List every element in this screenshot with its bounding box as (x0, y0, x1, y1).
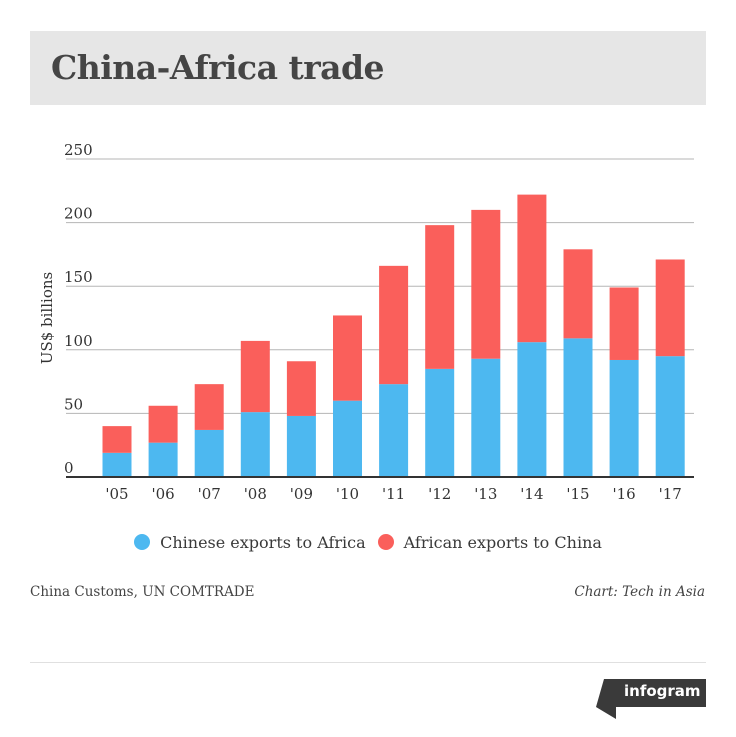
x-tick-label: '05 (105, 485, 128, 503)
legend-item-chinese-exports[interactable]: Chinese exports to Africa (134, 533, 366, 552)
x-tick-label: '17 (659, 485, 682, 503)
legend-dot-african-exports (377, 534, 394, 550)
bar-african-exports (655, 259, 685, 357)
legend-dot-chinese-exports (134, 534, 151, 550)
y-tick-label: 50 (64, 395, 83, 413)
bar-chinese-exports (609, 359, 639, 477)
y-tick-label: 100 (64, 332, 93, 350)
legend-item-african-exports[interactable]: African exports to China (377, 532, 602, 552)
bar-african-exports (286, 361, 316, 416)
bar-african-exports (333, 315, 362, 401)
bar-african-exports (240, 340, 270, 413)
bar-african-exports (471, 209, 501, 359)
infogram-logo[interactable]: infogram (594, 679, 706, 719)
bar-chinese-exports (194, 429, 224, 477)
x-tick-label: '09 (290, 485, 313, 503)
y-tick-label: 0 (64, 459, 74, 477)
bar-african-exports (102, 426, 132, 453)
x-tick-label: '16 (612, 485, 635, 503)
x-tick-label: '10 (336, 485, 359, 503)
x-tick-label: '14 (520, 485, 543, 503)
bar-african-exports (563, 249, 593, 339)
bar-african-exports (379, 265, 409, 385)
bar-chinese-exports (240, 412, 270, 477)
y-axis-label: US$ billions (38, 272, 56, 364)
title-bar: China-Africa trade (30, 31, 706, 105)
source-note: China Customs, UN COMTRADE (30, 584, 255, 600)
footer-divider (30, 662, 706, 663)
y-tick-label: 250 (64, 141, 93, 159)
bar-chinese-exports (333, 400, 362, 477)
bar-african-exports (425, 225, 455, 369)
y-tick-label: 150 (64, 268, 93, 286)
bar-chinese-exports (425, 368, 455, 477)
legend-label-chinese-exports: Chinese exports to Africa (160, 532, 366, 552)
x-tick-label: '08 (244, 485, 267, 503)
y-tick-label: 200 (64, 205, 93, 223)
bar-african-exports (194, 384, 224, 430)
bar-chinese-exports (148, 442, 178, 477)
bar-african-exports (517, 194, 547, 343)
bar-chinese-exports (286, 415, 316, 477)
logo-badge-icon (596, 679, 706, 719)
bar-chinese-exports (517, 342, 547, 477)
logo-text: infogram (624, 682, 701, 700)
x-tick-label: '13 (474, 485, 497, 503)
bar-african-exports (609, 287, 639, 360)
chart-area: 0 50 100 150 200 250 US$ billions '05 '06 '07 '08 '… (38, 141, 694, 503)
chart-title: China-Africa trade (51, 48, 385, 87)
x-tick-label: '12 (428, 485, 451, 503)
x-tick-label: '06 (151, 485, 174, 503)
bar-chinese-exports (102, 452, 132, 477)
x-tick-label: '07 (198, 485, 221, 503)
chart-credit: Chart: Tech in Asia (574, 584, 705, 600)
x-tick-label: '11 (382, 485, 405, 503)
bar-chinese-exports (563, 338, 593, 477)
bar-chinese-exports (655, 356, 685, 477)
bar-african-exports (148, 405, 178, 443)
bar-chinese-exports (471, 358, 501, 477)
bar-chinese-exports (379, 384, 409, 477)
x-tick-label: '15 (566, 485, 589, 503)
legend: Chinese exports to Africa African export… (0, 530, 736, 554)
legend-label-african-exports: African exports to China (403, 532, 602, 552)
